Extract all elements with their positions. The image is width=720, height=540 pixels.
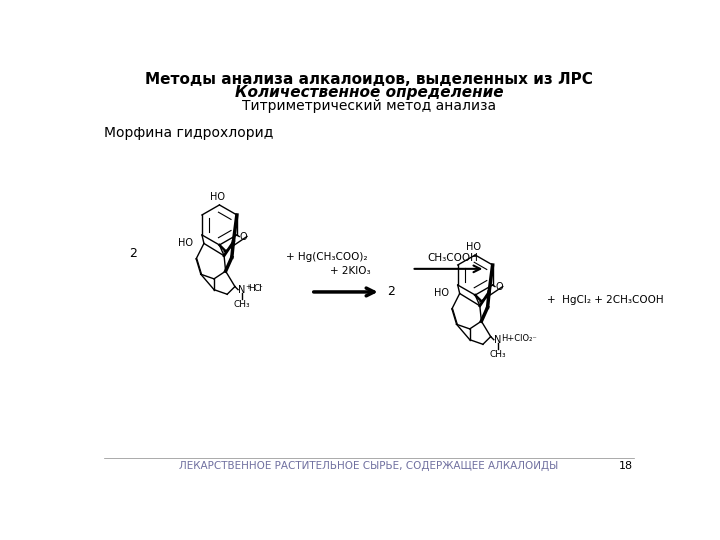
Text: Cl: Cl [253, 284, 262, 293]
Text: O: O [495, 281, 503, 292]
Text: O: O [239, 232, 247, 241]
Text: + 2KIO₃: + 2KIO₃ [330, 266, 371, 276]
Text: +  HgCl₂ + 2CH₃COOH: + HgCl₂ + 2CH₃COOH [547, 295, 664, 305]
Text: +: + [245, 284, 251, 289]
Text: 2: 2 [387, 286, 395, 299]
Text: CH₃: CH₃ [233, 300, 251, 309]
Text: CH₃: CH₃ [490, 350, 506, 360]
Text: H: H [248, 284, 255, 293]
Text: Количественное определение: Количественное определение [235, 85, 503, 100]
Text: Титриметрический метод анализа: Титриметрический метод анализа [242, 99, 496, 113]
Text: HO: HO [178, 239, 193, 248]
Text: HO: HO [210, 192, 225, 202]
Text: ЛЕКАРСТВЕННОЕ РАСТИТЕЛЬНОЕ СЫРЬЕ, СОДЕРЖАЩЕЕ АЛКАЛОИДЫ: ЛЕКАРСТВЕННОЕ РАСТИТЕЛЬНОЕ СЫРЬЕ, СОДЕРЖ… [179, 461, 559, 471]
Text: + Hg(CH₃COO)₂: + Hg(CH₃COO)₂ [286, 252, 368, 262]
Text: N: N [494, 335, 501, 345]
Text: 2: 2 [129, 247, 137, 260]
Text: Морфина гидрохлорид: Морфина гидрохлорид [104, 126, 274, 140]
Text: -: - [260, 283, 262, 289]
Text: HO: HO [466, 242, 481, 252]
Text: CH₃COOH: CH₃COOH [427, 253, 478, 262]
Text: H+ClO₂⁻: H+ClO₂⁻ [500, 334, 536, 343]
Text: HO: HO [434, 288, 449, 299]
Text: Методы анализа алкалоидов, выделенных из ЛРС: Методы анализа алкалоидов, выделенных из… [145, 72, 593, 87]
Text: 18: 18 [618, 461, 632, 470]
Text: N: N [238, 285, 246, 295]
